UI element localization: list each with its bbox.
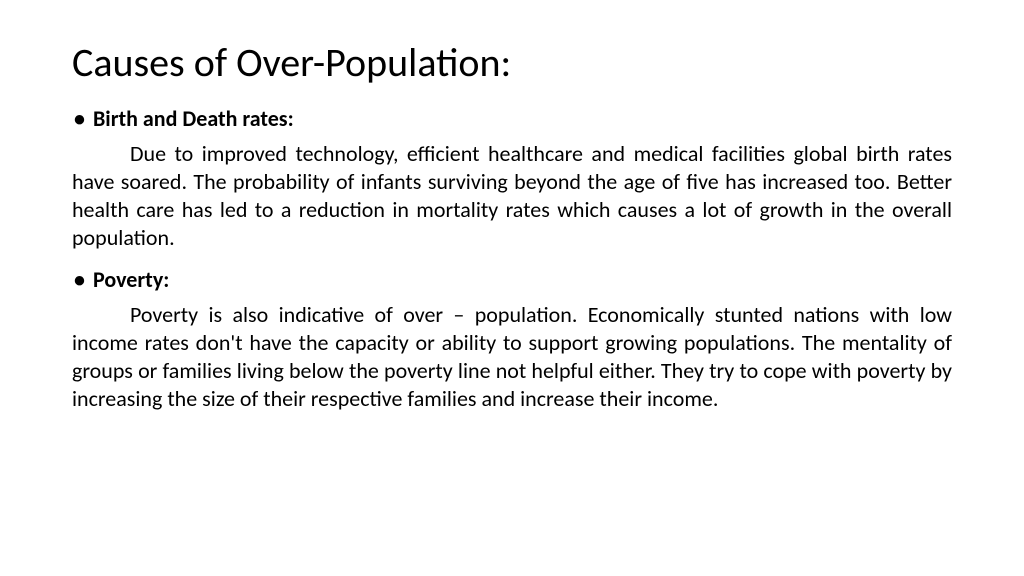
bullet-heading: • Birth and Death rates: bbox=[72, 105, 952, 134]
section-birth-death: • Birth and Death rates: Due to improved… bbox=[72, 105, 952, 252]
bullet-label: Poverty: bbox=[93, 266, 169, 295]
section-body: Due to improved technology, efficient he… bbox=[72, 140, 952, 253]
section-poverty: • Poverty: Poverty is also indicative of… bbox=[72, 266, 952, 413]
slide: Causes of Over-Population: • Birth and D… bbox=[0, 0, 1024, 576]
bullet-icon: • bbox=[74, 266, 85, 295]
bullet-icon: • bbox=[74, 105, 85, 134]
section-body: Poverty is also indicative of over – pop… bbox=[72, 301, 952, 414]
bullet-heading: • Poverty: bbox=[72, 266, 952, 295]
bullet-label: Birth and Death rates: bbox=[93, 105, 294, 134]
slide-title: Causes of Over-Population: bbox=[72, 38, 952, 87]
